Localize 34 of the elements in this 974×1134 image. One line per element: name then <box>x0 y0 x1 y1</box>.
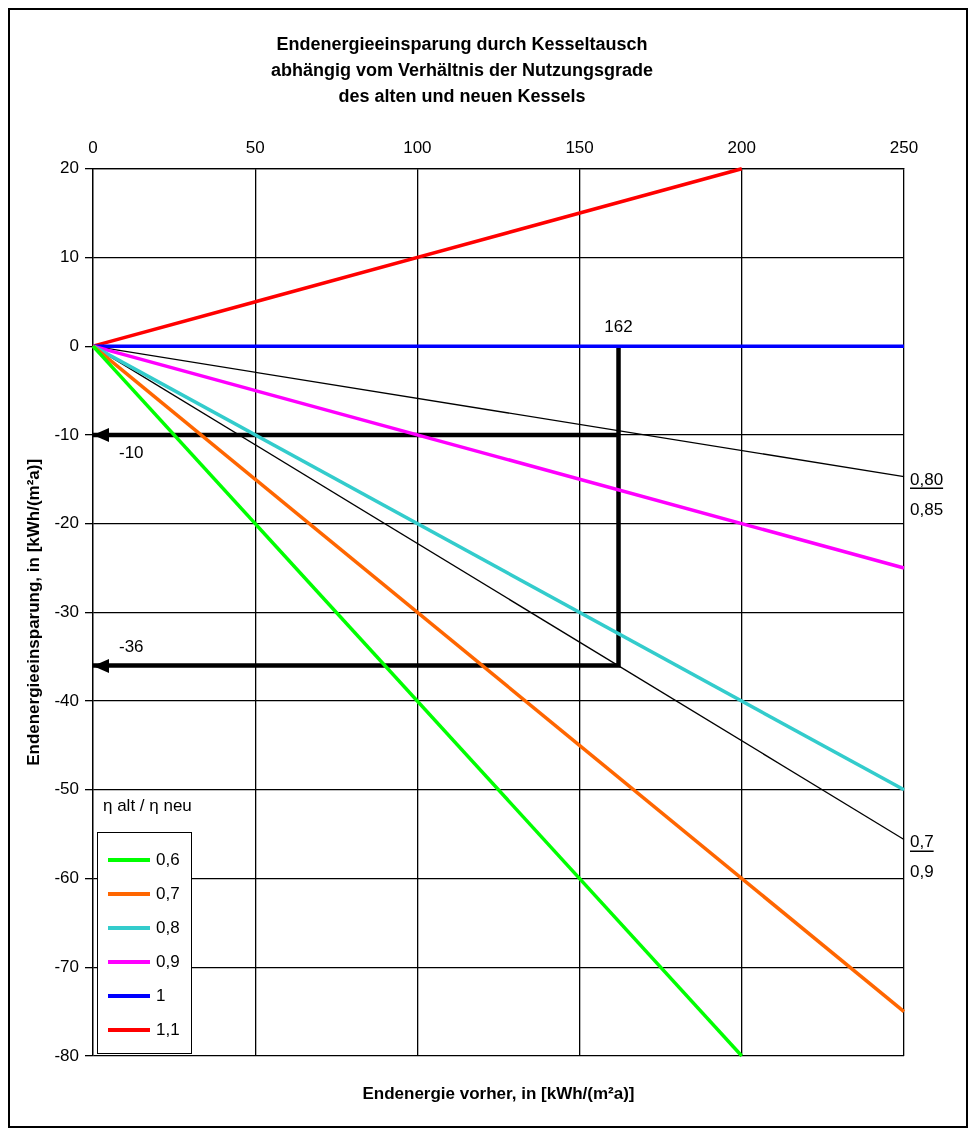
annotation: -10 <box>118 442 144 462</box>
legend-title: η alt / η neu <box>102 796 192 816</box>
x-tick-label: 100 <box>403 138 432 158</box>
annotation: 0,85 <box>910 499 944 519</box>
legend-label: 0,9 <box>155 952 180 972</box>
x-tick-label: 50 <box>245 138 265 158</box>
legend-label: 0,6 <box>155 850 180 870</box>
y-tick-label: -30 <box>54 602 79 622</box>
y-tick-label: 10 <box>60 247 79 267</box>
legend-label: 0,8 <box>155 918 180 938</box>
x-tick-label: 150 <box>565 138 594 158</box>
y-tick-label: -50 <box>54 779 79 799</box>
chart-title: Endenergieeinsparung durch Kesseltausch abhängig vom Verhältnis der Nutzungsgrade des alten und neuen Kessels <box>270 34 654 107</box>
y-tick-label: -20 <box>54 513 79 533</box>
legend-label: 1,1 <box>155 1020 180 1040</box>
y-tick-label: 0 <box>69 335 79 355</box>
y-tick-label: -10 <box>54 424 79 444</box>
y-tick-label: -40 <box>54 690 79 710</box>
x-axis-title: Endenergie vorher, in [kWh/(m²a)] <box>362 1083 635 1103</box>
y-tick-label: -80 <box>54 1045 79 1065</box>
annotation: -36 <box>118 637 144 657</box>
y-axis-title: Endenergieeinsparung, in [kWh/(m²a)] <box>23 458 43 766</box>
x-tick-label: 250 <box>889 138 919 158</box>
y-tick-label: 20 <box>60 158 79 178</box>
annotation: 0,80 <box>910 469 944 489</box>
x-tick-label: 200 <box>727 138 756 158</box>
annotation: 0,9 <box>910 862 934 882</box>
legend-label: 0,7 <box>155 884 180 904</box>
annotation: 0,7 <box>910 832 934 852</box>
annotation: 162 <box>604 317 633 337</box>
y-tick-label: -70 <box>54 956 79 976</box>
x-tick-label: 0 <box>88 138 98 158</box>
legend-label: 1 <box>155 986 166 1006</box>
y-tick-label: -60 <box>54 868 79 888</box>
